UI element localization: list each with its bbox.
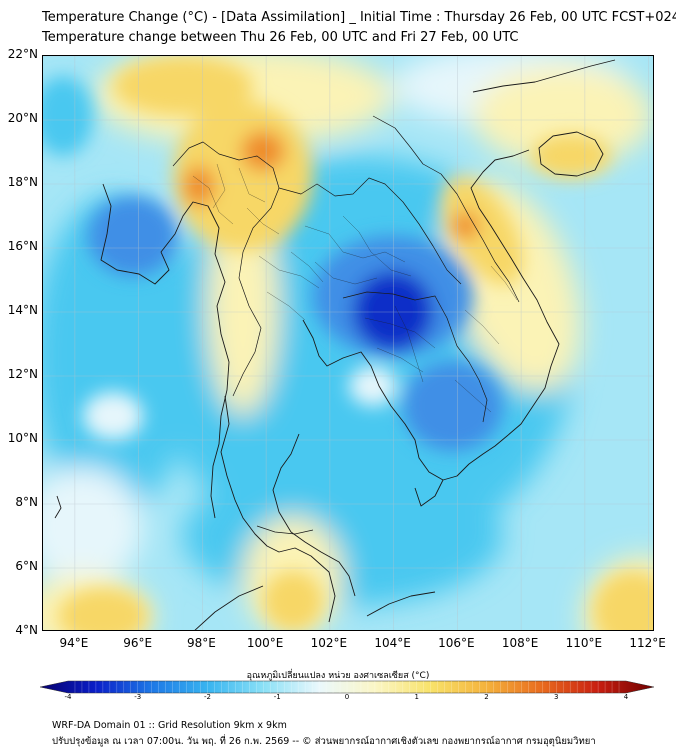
latitude-label: 14°N <box>7 303 38 317</box>
border-thai-laos <box>278 177 462 285</box>
coastline-vietnam-south <box>414 479 444 507</box>
colorbar <box>40 680 654 694</box>
hot-core-laos <box>451 212 479 240</box>
latitude-label: 18°N <box>7 175 38 189</box>
province-lines-north <box>192 163 280 235</box>
longitude-label: 102°E <box>310 636 348 650</box>
map-title: Temperature Change (°C) - [Data Assimila… <box>42 10 676 25</box>
latitude-label: 4°N <box>15 623 38 637</box>
warm-core-hainan <box>531 134 611 178</box>
field-slight-warm-ne <box>473 66 653 166</box>
latitude-label: 10°N <box>7 431 38 445</box>
coastline-sumatra <box>194 585 264 630</box>
footer-model-info: WRF-DA Domain 01 :: Grid Resolution 9km … <box>52 720 287 731</box>
province-lines-central <box>258 251 324 321</box>
coastline-gulf-thailand <box>302 149 560 481</box>
coastline-peninsula-east <box>272 433 356 597</box>
latitude-label: 22°N <box>7 47 38 61</box>
warm-core-sw <box>58 588 148 630</box>
longitude-label: 110°E <box>565 636 603 650</box>
field-slight-warm-west-strip <box>207 196 279 416</box>
border-malaysia-thai <box>256 525 314 535</box>
longitude-label: 106°E <box>438 636 475 650</box>
coastline-andaman <box>54 495 62 519</box>
colorbar-tick-label: 2 <box>484 693 489 701</box>
colorbar-tick-label: 3 <box>554 693 559 701</box>
strong-cool-core-central <box>353 271 433 351</box>
colorbar-tick-label: -2 <box>204 693 211 701</box>
latitude-label: 12°N <box>7 367 38 381</box>
neutral-patch-central-west <box>83 392 143 440</box>
hot-core-north-thailand <box>241 131 285 171</box>
longitude-label: 104°E <box>374 636 411 650</box>
longitude-label: 100°E <box>246 636 284 650</box>
colorbar-tick-label: -1 <box>273 693 281 701</box>
warm-core-se <box>593 571 653 630</box>
cool-core-west-coast <box>43 76 93 156</box>
map-canvas <box>43 56 653 630</box>
cool-core-cambodia <box>403 361 503 451</box>
colorbar-tick-label: 0 <box>344 693 350 701</box>
temperature-change-map <box>42 55 654 631</box>
colorbar-tick-label: -3 <box>134 693 142 701</box>
province-lines-cambodia <box>364 305 436 383</box>
footer-credit: ปรับปรุงข้อมูล ณ เวลา 07:00น. วัน พฤ. ที… <box>52 736 596 747</box>
longitude-label: 98°E <box>186 636 216 650</box>
colorbar-tick-label: -4 <box>64 693 72 701</box>
warm-core-north <box>113 56 253 116</box>
border-laos-vietnam <box>372 115 520 303</box>
colorbar-tick-label: 1 <box>414 693 419 701</box>
warm-core-peninsula <box>263 571 323 630</box>
latitude-label: 8°N <box>15 495 38 509</box>
coastline-myanmar <box>100 183 230 519</box>
colorbar-tick-label: 4 <box>623 693 629 701</box>
map-subtitle: Temperature change between Thu 26 Feb, 0… <box>42 30 519 45</box>
longitude-label: 108°E <box>501 636 539 650</box>
latitude-label: 16°N <box>7 239 38 253</box>
field-neutral-sw <box>43 466 143 586</box>
coastline-china-south <box>472 59 616 93</box>
longitude-label: 96°E <box>123 636 153 650</box>
province-lines-northeast <box>304 215 412 285</box>
coastline-hainan <box>538 131 604 177</box>
colorbar-label: อุณหภูมิเปลี่ยนแปลง หน่วย องศาเซลเซียส (… <box>246 671 430 681</box>
latitude-label: 20°N <box>7 111 38 125</box>
border-thai-cambodia <box>342 291 458 347</box>
warm-core-laos-vietnam <box>443 176 523 286</box>
longitude-label: 112°E <box>629 636 666 650</box>
field-mild-cool-west <box>43 196 193 516</box>
cool-core-andaman <box>88 196 178 276</box>
province-lines-vietnam <box>454 265 518 413</box>
border-thai-myanmar <box>172 141 280 397</box>
coastline-peninsula <box>220 395 336 623</box>
coastline-borneo <box>366 591 436 617</box>
hot-core-west <box>183 166 215 206</box>
latitude-label: 6°N <box>15 559 38 573</box>
longitude-label: 94°E <box>59 636 89 650</box>
